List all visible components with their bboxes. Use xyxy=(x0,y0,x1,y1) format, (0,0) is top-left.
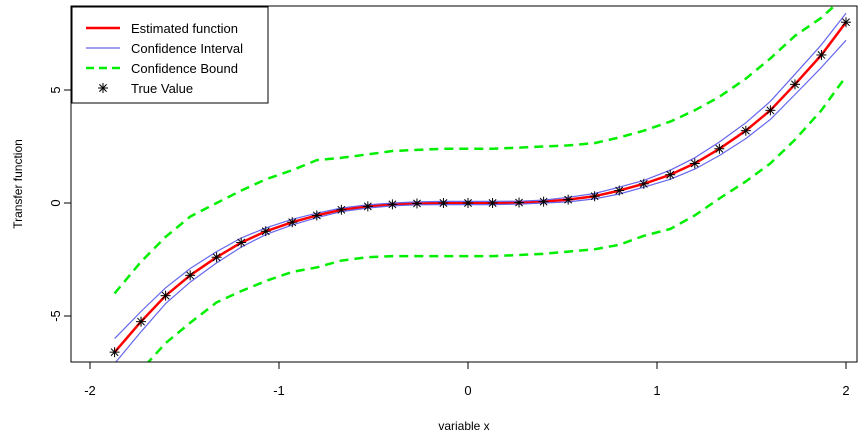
true-value-point xyxy=(789,79,800,90)
x-tick-label: 0 xyxy=(464,383,471,398)
true-value-point xyxy=(185,270,196,281)
confidence-interval-lower-line xyxy=(115,39,847,362)
true-value-point xyxy=(538,196,549,207)
x-tick-label: 1 xyxy=(653,383,660,398)
true-value-point xyxy=(765,105,776,116)
true-value-point xyxy=(287,217,298,228)
true-value-point xyxy=(438,198,449,208)
true-value-point xyxy=(236,237,247,248)
true-value-point xyxy=(387,199,398,210)
y-tick-label: 0 xyxy=(48,199,63,206)
x-axis-label: variable x xyxy=(438,419,489,433)
true-value-point xyxy=(211,252,222,263)
legend-swatch-true-value xyxy=(98,83,108,93)
true-value-point xyxy=(714,143,725,154)
x-tick-label: -2 xyxy=(84,383,96,398)
true-value-point xyxy=(109,347,120,358)
legend-label-estimated: Estimated function xyxy=(131,21,238,36)
true-value-point xyxy=(841,17,851,28)
x-tick-label: -1 xyxy=(273,383,285,398)
true-value-point xyxy=(136,316,147,327)
y-axis: -5 0 5 xyxy=(48,86,72,322)
confidence-bound-lower-line xyxy=(146,75,848,362)
true-value-point xyxy=(463,198,473,208)
legend: Estimated function Confidence Interval C… xyxy=(71,6,269,104)
true-value-point xyxy=(589,191,600,202)
legend-asterisk-marker xyxy=(98,83,108,93)
estimated-function-line xyxy=(113,21,848,354)
true-value-point xyxy=(689,158,700,169)
y-axis-label: Transfer function xyxy=(11,139,25,229)
legend-label-true-value: True Value xyxy=(131,81,193,96)
true-value-point xyxy=(336,204,347,215)
legend-label-interval: Confidence Interval xyxy=(131,41,243,56)
true-value-point xyxy=(487,198,498,208)
true-value-point xyxy=(514,197,525,208)
true-value-point xyxy=(638,178,649,189)
y-tick-label: -5 xyxy=(48,310,63,322)
confidence-interval-upper-line xyxy=(114,12,847,340)
true-value-point xyxy=(160,290,171,301)
x-tick-label: 2 xyxy=(842,383,849,398)
true-value-point xyxy=(665,169,676,180)
true-value-point xyxy=(411,198,422,209)
x-axis: -2 -1 0 1 2 xyxy=(84,361,850,398)
plot-series xyxy=(109,6,851,362)
true-value-point xyxy=(816,49,827,60)
true-value-point xyxy=(311,210,322,221)
true-value-point xyxy=(362,201,373,212)
legend-label-bound: Confidence Bound xyxy=(131,61,238,76)
true-value-point xyxy=(260,226,271,237)
confidence-bound-upper-line xyxy=(113,6,836,295)
true-value-point xyxy=(563,194,574,205)
true-value-point xyxy=(740,125,751,136)
true-value-point xyxy=(614,185,625,196)
y-tick-label: 5 xyxy=(48,86,63,93)
